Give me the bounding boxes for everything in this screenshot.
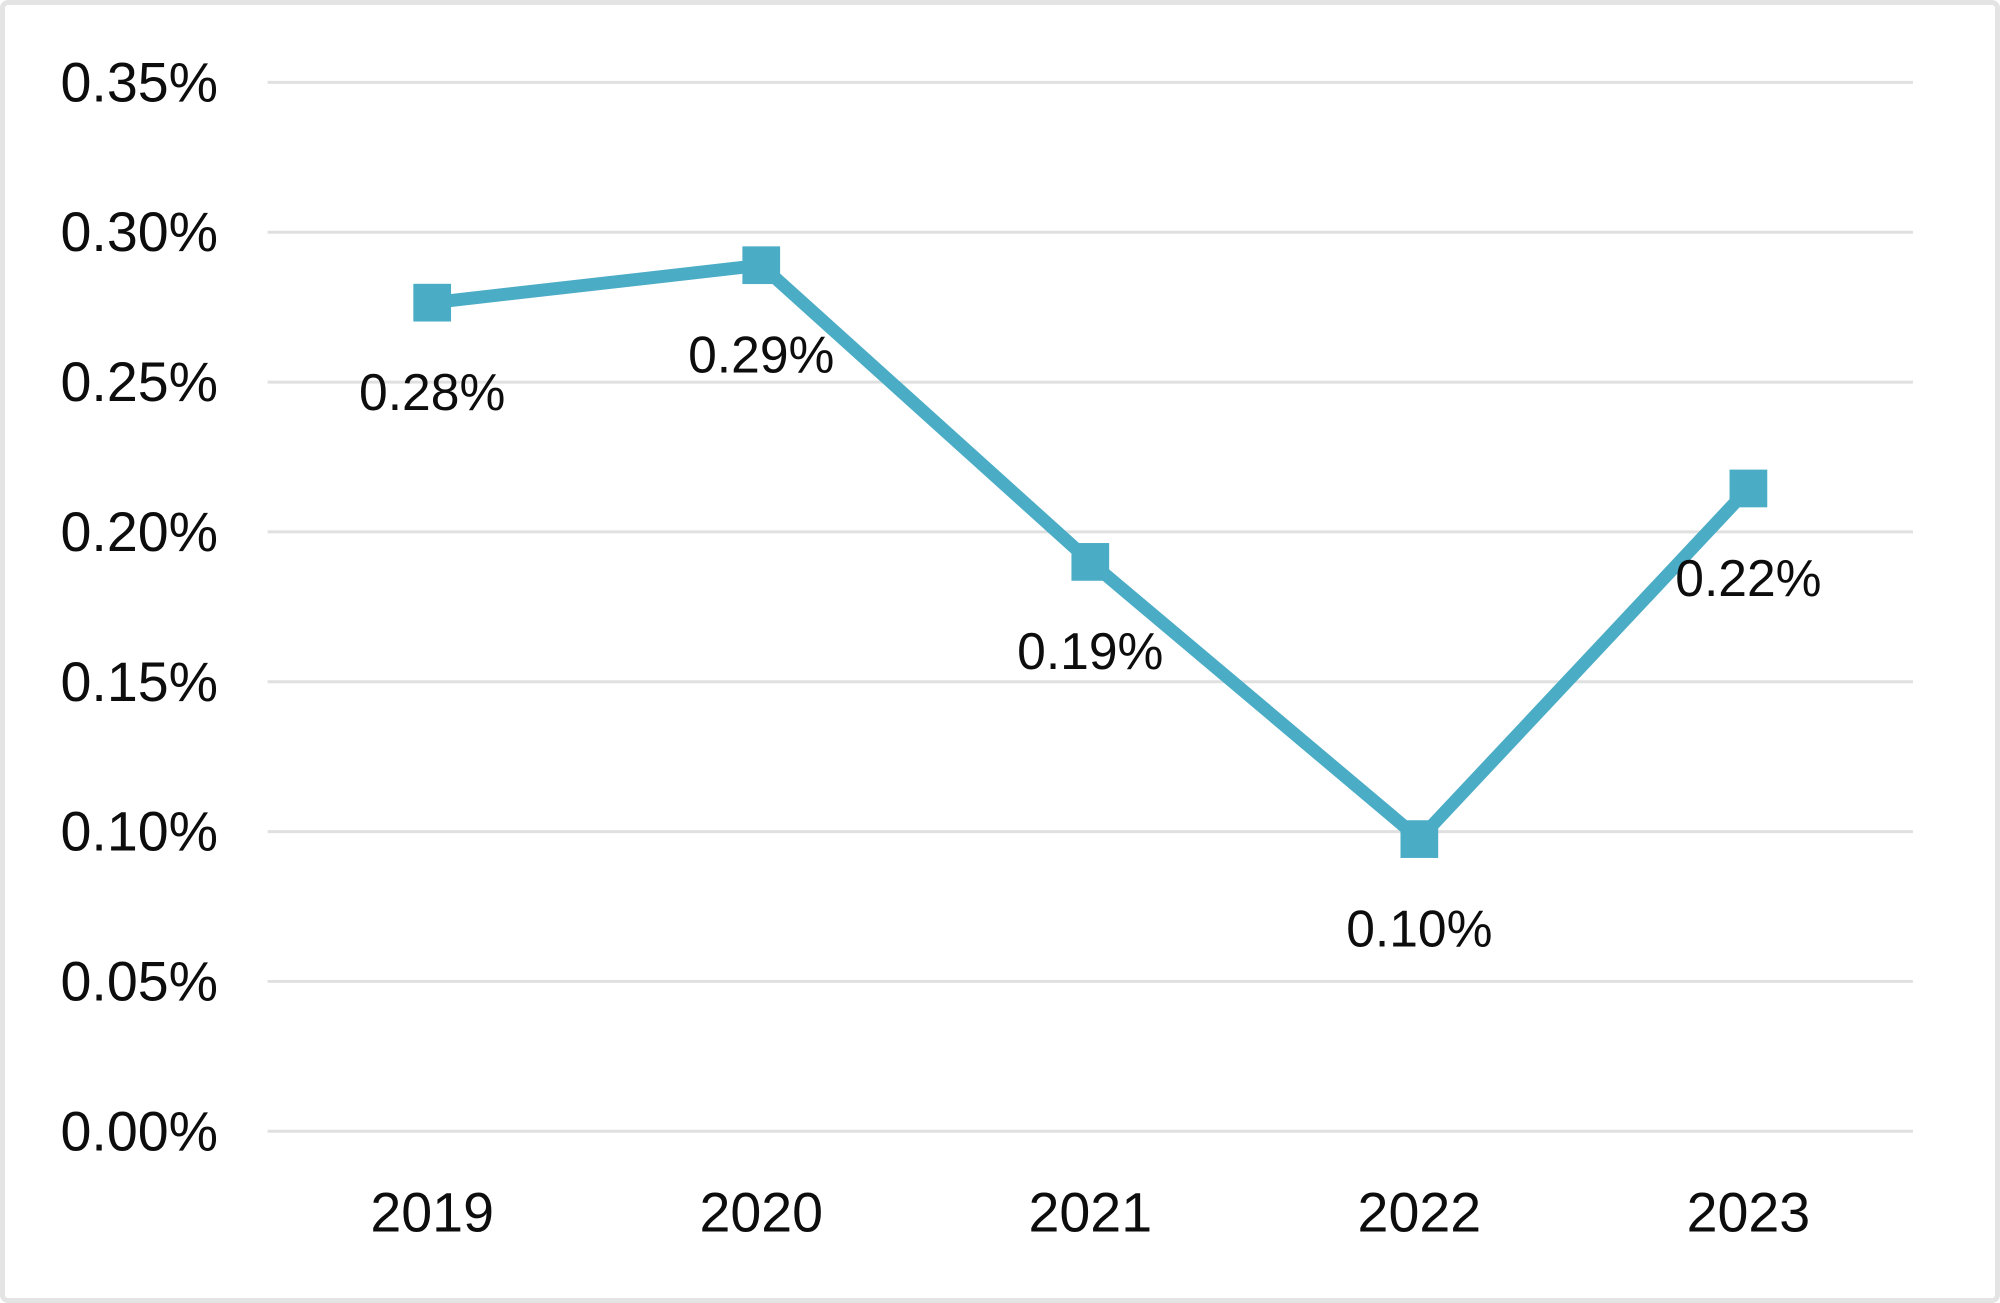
y-axis-tick-label: 0.30% <box>61 201 219 263</box>
data-point-marker <box>1729 469 1768 508</box>
x-axis-tick-label: 2022 <box>1358 1182 1482 1244</box>
y-axis-tick-labels: 0.00% 0.05% 0.10% 0.15% 0.20% 0.25% 0.30% 0.35% <box>61 51 219 1162</box>
data-point-label: 0.22% <box>1675 549 1821 607</box>
y-axis-tick-label: 0.00% <box>61 1100 219 1162</box>
data-labels: 0.28% 0.29% 0.19% 0.10% 0.22% <box>359 326 1822 958</box>
x-axis-tick-label: 2021 <box>1028 1182 1152 1244</box>
x-axis-tick-label: 2019 <box>370 1182 494 1244</box>
y-axis-tick-label: 0.35% <box>61 51 219 113</box>
x-axis-tick-label: 2023 <box>1687 1182 1811 1244</box>
data-point-marker <box>1400 820 1439 858</box>
data-point-label: 0.19% <box>1017 622 1163 680</box>
line-chart: 0.00% 0.05% 0.10% 0.15% 0.20% 0.25% 0.30% 0.35%… <box>61 51 1913 1244</box>
data-point-marker <box>1071 543 1110 581</box>
y-axis-tick-label: 0.10% <box>61 801 219 863</box>
data-point-label: 0.29% <box>688 326 834 384</box>
data-point-marker <box>413 283 452 322</box>
y-axis-tick-label: 0.05% <box>61 950 219 1012</box>
y-axis-tick-label: 0.20% <box>61 501 219 563</box>
data-point-label: 0.28% <box>359 363 505 421</box>
x-axis-tick-label: 2020 <box>699 1182 823 1244</box>
y-axis-tick-label: 0.15% <box>61 651 219 713</box>
data-point-label: 0.10% <box>1346 899 1492 957</box>
gridlines <box>267 80 1913 1133</box>
y-axis-tick-label: 0.25% <box>61 351 219 413</box>
x-axis-tick-labels: 2019 2020 2021 2022 2023 <box>370 1182 1810 1244</box>
data-point-marker <box>742 246 781 285</box>
series-markers <box>413 246 1768 858</box>
